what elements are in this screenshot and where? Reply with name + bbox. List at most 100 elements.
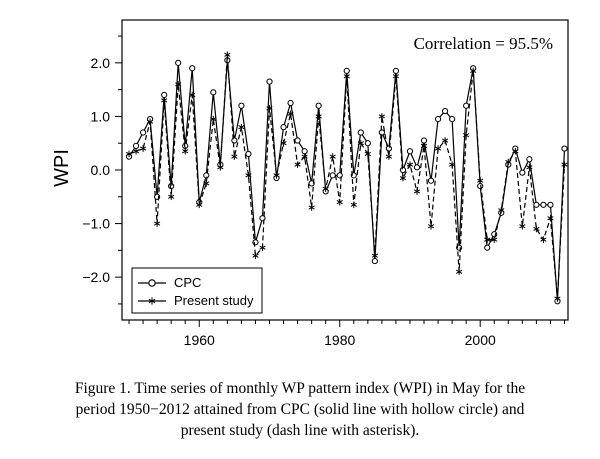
cpc-point [245,150,252,158]
cpc-point [441,107,449,115]
present-study-point [505,158,512,166]
markers-present-study [125,51,568,302]
present-study-point [420,142,428,150]
cpc-point [399,166,407,174]
cpc-point [238,102,245,109]
present-study-point [427,222,435,230]
present-study-point [526,164,533,171]
present-study-point [217,164,224,171]
present-study-point [434,145,442,152]
cpc-point [547,201,554,208]
present-study-point [210,115,217,123]
cpc-point [252,239,259,246]
present-study-point [245,172,252,179]
present-study-point [273,172,280,179]
present-study-point [364,150,371,158]
present-study-point [378,113,385,120]
y-tick-label: 2.0 [91,55,111,71]
present-study-point [315,113,322,120]
cpc-point [132,142,140,149]
present-study-point [231,153,238,160]
legend-marker-present [148,297,156,305]
present-study-point [547,214,554,222]
x-tick-label: 1980 [324,332,355,348]
present-study-point [540,236,547,243]
cpc-point [280,124,287,131]
wpi-chart: 1960 1980 2000 2.0 1.0 0.0 −1.0 −2.0 WPI Corre… [51,19,569,348]
present-study-point [182,147,189,155]
y-tick-label: −1.0 [82,216,110,232]
cpc-point [427,177,435,184]
present-study-point [413,188,421,195]
cpc-point [463,102,470,109]
present-study-point [168,193,175,201]
cpc-point [434,116,442,123]
cpc-point [175,59,182,66]
present-study-point [561,161,568,168]
cpc-point [392,67,400,74]
series-layer [125,51,568,305]
y-tick-label: −2.0 [82,269,110,285]
legend-marker-cpc [148,279,156,287]
correlation-annotation: Correlation = 95.5% [414,34,553,53]
cpc-point [406,148,414,155]
present-study-point [399,174,407,182]
present-study-point [203,180,210,187]
cpc-point [294,137,301,144]
present-study-point [252,252,259,260]
present-study-point [336,198,343,206]
cpc-point [533,201,540,208]
present-study-point [224,51,231,59]
present-study-point [196,201,203,209]
cpc-point [420,137,428,144]
present-study-point [441,137,449,144]
x-tick-label: 2000 [465,332,496,348]
cpc-point [561,145,568,152]
present-study-point [280,139,287,147]
present-study-point [498,206,505,214]
present-study-point [554,295,561,302]
cpc-point [371,257,378,265]
cpc-point [484,244,491,251]
cpc-point [308,180,315,187]
cpc-point [189,65,196,72]
present-study-point [161,97,168,104]
cpc-point [301,148,308,155]
present-study-point [470,67,477,75]
present-study-point [484,236,491,243]
cpc-point [364,140,371,147]
caption-line-1: Figure 1. Time series of monthly WP patt… [74,380,526,397]
present-study-point [238,123,245,131]
cpc-point [357,129,364,136]
x-tick-label: 1960 [184,332,215,348]
series-line-present-study [128,54,566,299]
present-study-point [350,201,357,209]
cpc-point [413,164,421,171]
y-axis: 2.0 1.0 0.0 −1.0 −2.0 [82,35,122,305]
present-study-point [146,118,154,126]
present-study-point [463,131,470,139]
present-study-point [259,244,266,251]
present-study-point [329,153,336,160]
present-study-point [456,268,463,276]
present-study-point [266,105,273,112]
present-study-point [132,147,140,155]
cpc-point [477,182,484,190]
legend-asterisk-glyph [148,297,156,305]
present-study-point [189,91,196,99]
present-study-point [385,153,393,160]
present-study-point [322,185,329,193]
cpc-point [540,201,547,208]
y-tick-label: 1.0 [91,108,111,124]
figure-caption: Figure 1. Time series of monthly WP patt… [10,378,590,441]
x-axis: 1960 1980 2000 [128,320,565,348]
present-study-point [512,147,519,155]
present-study-point [357,139,364,147]
cpc-point [315,102,322,109]
cpc-point [139,129,147,136]
present-study-point [154,220,161,227]
present-study-point [294,161,301,168]
cpc-point [161,91,168,99]
present-study-point [449,161,456,168]
present-study-point [533,225,540,233]
